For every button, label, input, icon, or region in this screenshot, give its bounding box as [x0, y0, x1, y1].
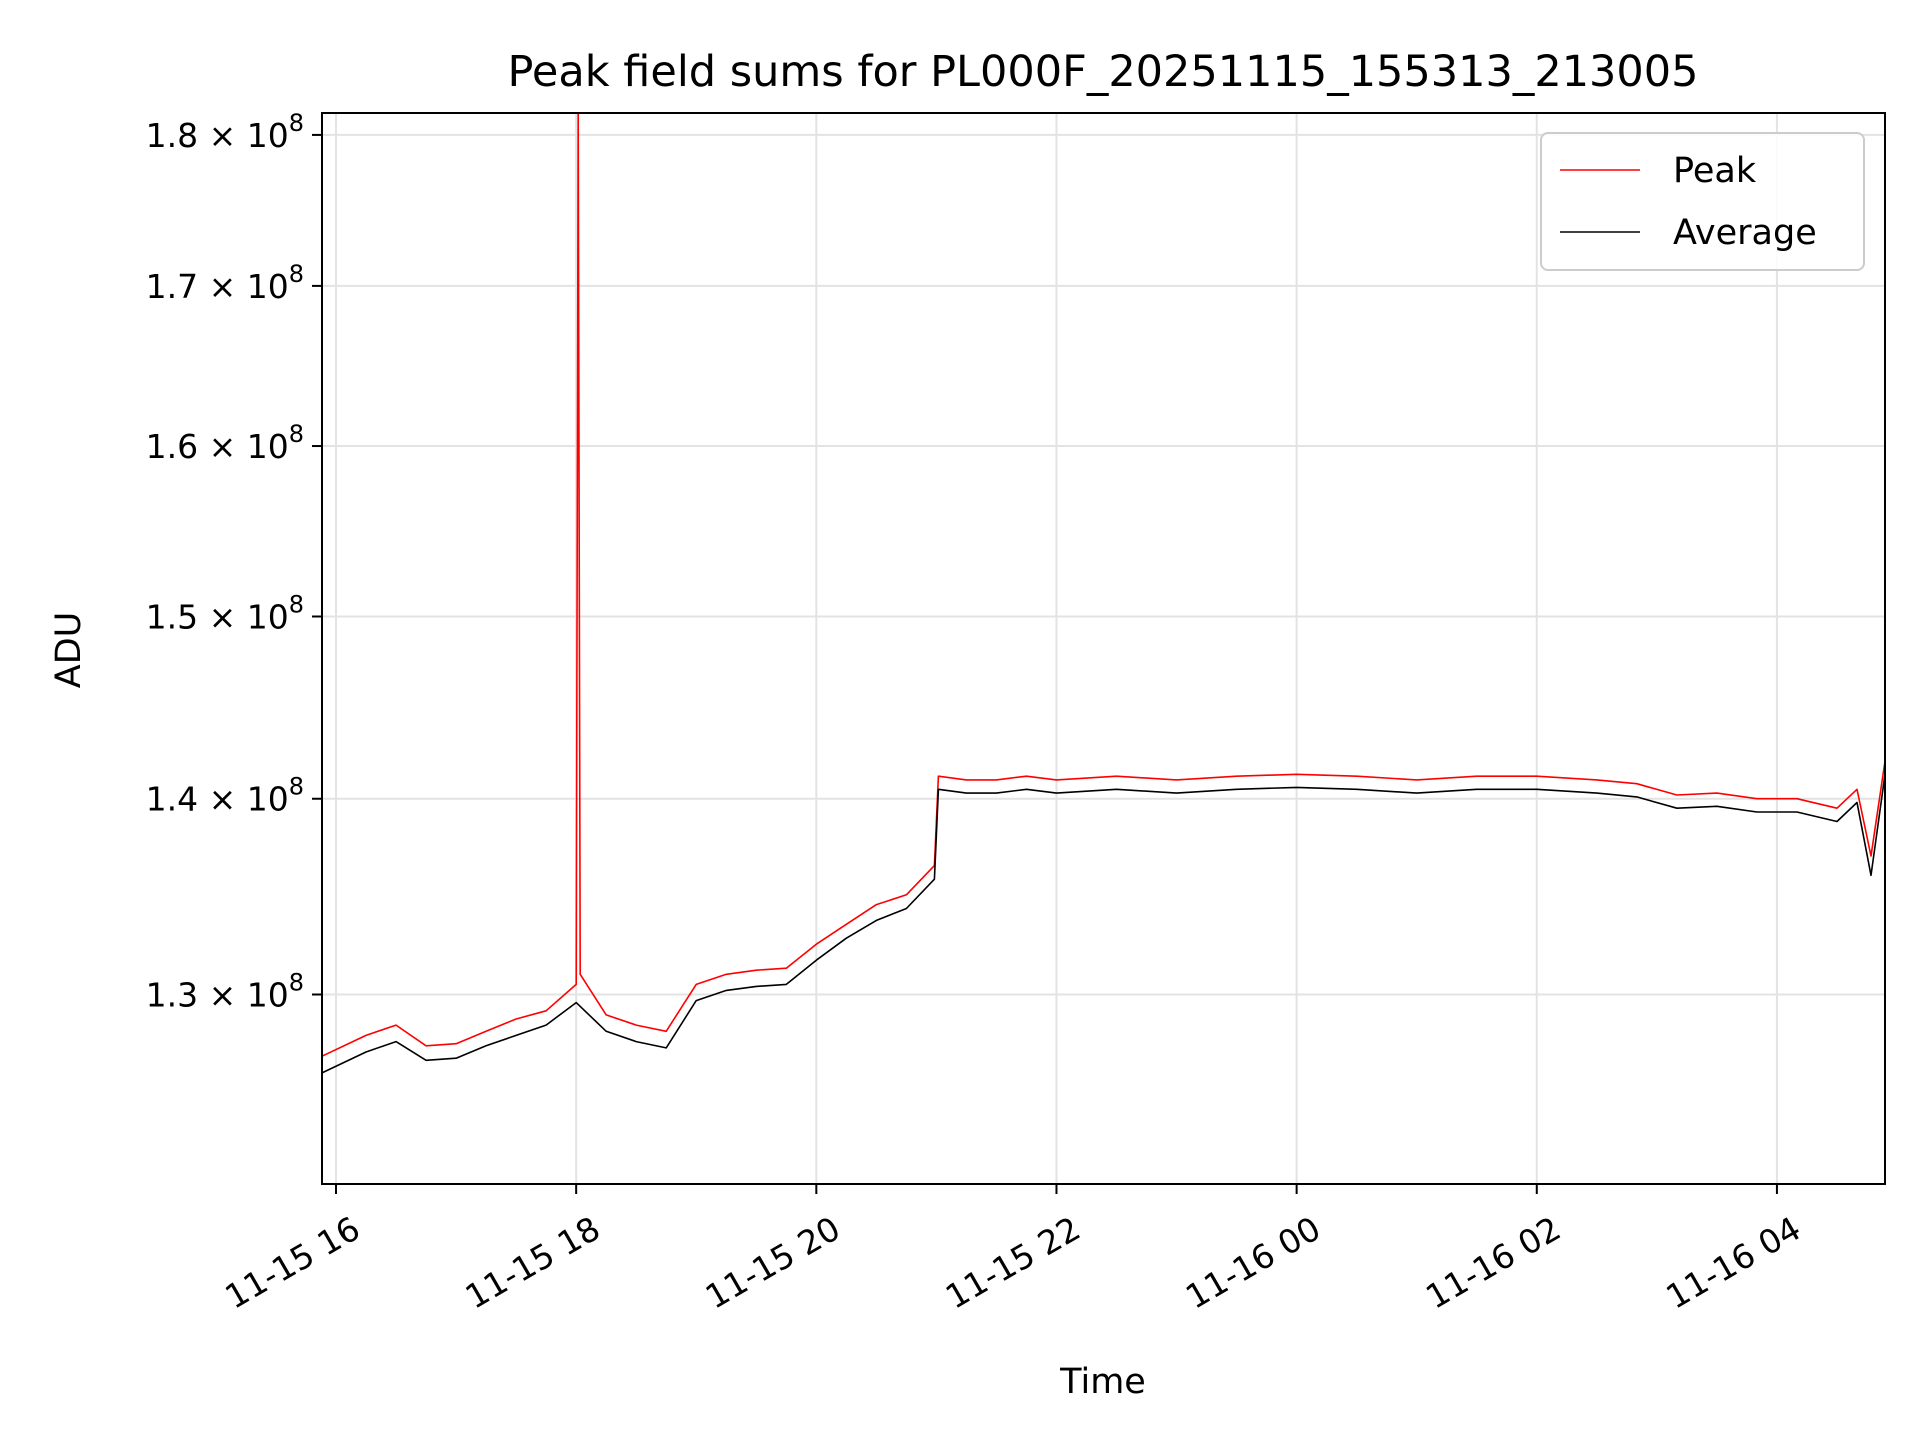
series-line-average [321, 774, 1886, 1074]
y-tick-label: 1.8 × 108 [146, 109, 304, 155]
y-tick-label: 1.5 × 108 [146, 591, 304, 637]
y-tick-label: 1.7 × 108 [146, 260, 304, 306]
x-axis-ticks: 11-15 16 11-15 18 11-15 20 11-15 22 11-16 00… [218, 1184, 1807, 1317]
x-tick-label: 11-16 00 [1179, 1209, 1327, 1317]
gridlines [322, 113, 1885, 1184]
x-axis-label: Time [1059, 1362, 1146, 1402]
plot-frame [321, 112, 1886, 1185]
x-tick-label: 11-15 16 [218, 1209, 366, 1317]
legend: Peak Average [1540, 132, 1865, 271]
x-tick-label: 11-15 22 [939, 1209, 1087, 1317]
y-axis-ticks: 1.3 × 108 1.4 × 108 1.5 × 108 1.6 × 108 1.7 … [146, 109, 322, 1014]
series-layer [321, 112, 1886, 1074]
x-tick-label: 11-15 20 [699, 1209, 847, 1317]
y-tick-label: 1.6 × 108 [146, 420, 304, 466]
x-tick-label: 11-16 02 [1419, 1209, 1567, 1317]
legend-box [1540, 132, 1865, 271]
y-tick-label: 1.3 × 108 [146, 968, 304, 1014]
x-tick-label: 11-15 18 [459, 1209, 607, 1317]
y-tick-label: 1.4 × 108 [146, 773, 304, 819]
x-tick-label: 11-16 04 [1659, 1209, 1807, 1317]
legend-label: Average [1673, 213, 1817, 253]
chart-title: Peak field sums for PL000F_20251115_1553… [508, 47, 1699, 97]
legend-label: Peak [1673, 151, 1757, 191]
y-axis-label: ADU [49, 612, 89, 689]
